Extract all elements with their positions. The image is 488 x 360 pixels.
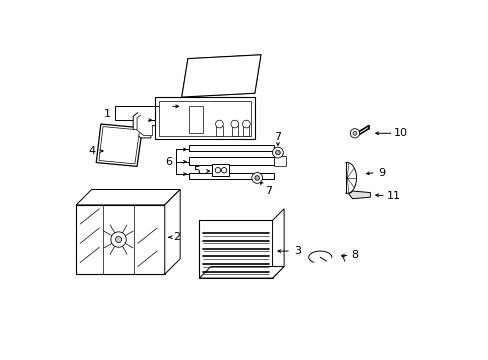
Polygon shape [99, 127, 140, 164]
Polygon shape [164, 189, 180, 274]
Circle shape [215, 167, 220, 173]
Polygon shape [137, 115, 152, 136]
Polygon shape [96, 124, 142, 166]
Circle shape [215, 120, 223, 128]
Polygon shape [76, 189, 180, 205]
Text: 6: 6 [165, 157, 172, 167]
Text: 5: 5 [193, 166, 200, 176]
Polygon shape [199, 266, 284, 278]
Text: 2: 2 [172, 232, 180, 242]
Circle shape [275, 150, 280, 155]
Circle shape [230, 120, 238, 128]
Bar [154, 97, 254, 139]
Text: 3: 3 [293, 246, 300, 256]
Polygon shape [133, 112, 154, 138]
Text: 1: 1 [103, 109, 110, 119]
Polygon shape [272, 209, 284, 278]
Text: 8: 8 [351, 250, 358, 260]
Bar [189, 145, 274, 151]
Circle shape [242, 120, 250, 128]
Circle shape [115, 237, 122, 243]
Bar [243, 126, 249, 136]
Text: 10: 10 [393, 128, 407, 138]
Text: 7: 7 [264, 186, 272, 196]
Polygon shape [76, 205, 164, 274]
Bar [212, 164, 229, 176]
Bar [216, 126, 222, 136]
Bar [189, 157, 274, 165]
Text: 11: 11 [386, 191, 400, 201]
Text: 4: 4 [88, 146, 95, 156]
Bar [189, 172, 274, 179]
Bar [189, 106, 203, 133]
Bar [231, 126, 238, 136]
Circle shape [272, 147, 283, 158]
Circle shape [221, 167, 226, 173]
Text: 9: 9 [378, 167, 385, 177]
Circle shape [352, 131, 356, 135]
Circle shape [111, 232, 126, 247]
Circle shape [251, 172, 262, 183]
Circle shape [349, 129, 359, 138]
Polygon shape [199, 220, 272, 278]
Text: 7: 7 [274, 132, 281, 142]
Polygon shape [182, 55, 261, 97]
Polygon shape [348, 191, 369, 199]
Circle shape [254, 176, 259, 180]
Bar [274, 156, 285, 166]
Bar [158, 101, 250, 136]
